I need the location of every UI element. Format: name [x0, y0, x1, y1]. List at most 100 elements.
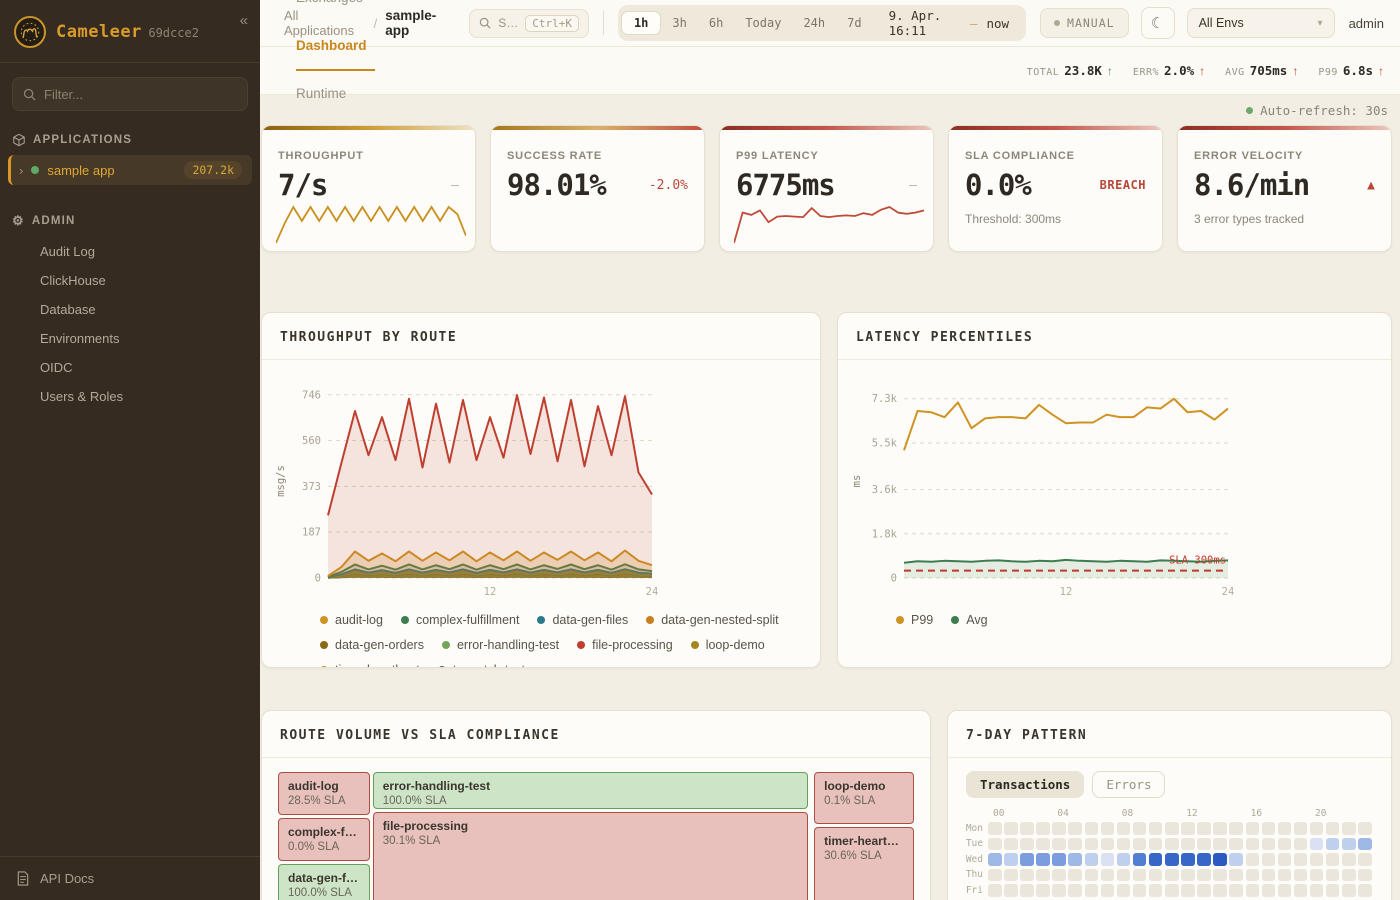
heatmap-cell [1277, 822, 1292, 835]
treemap-cell-data-gen-files[interactable]: data-gen-files 100.0% SLA [278, 864, 370, 900]
kpi-accent-strip [1178, 126, 1391, 130]
sidebar-item-clickhouse[interactable]: ClickHouse [40, 273, 106, 288]
range-button-today[interactable]: Today [734, 11, 792, 35]
kpi-value-line: 0.0% BREACH [965, 168, 1146, 202]
toggle-transactions[interactable]: Transactions [966, 771, 1085, 798]
kpi-delta: – [909, 177, 917, 193]
breadcrumb-all-applications[interactable]: All Applications [284, 8, 355, 38]
sidebar-item-oidc[interactable]: OIDC [40, 360, 73, 375]
range-button-7d[interactable]: 7d [836, 11, 872, 35]
heatmap-cell [1116, 853, 1131, 866]
legend-label: complex-fulfillment [415, 613, 520, 627]
tab-runtime[interactable]: Runtime [296, 86, 347, 101]
legend-label: loop-demo [705, 638, 765, 652]
heatmap-cell [1293, 822, 1308, 835]
treemap-cell-audit-log[interactable]: audit-log 28.5% SLA [278, 772, 370, 815]
heatmap-cell [1165, 884, 1179, 897]
legend-dot [690, 641, 699, 649]
heatmap-cell [1020, 884, 1034, 897]
treemap-cell-error-handling-test[interactable]: error-handling-test 100.0% SLA [372, 772, 808, 809]
legend-item-loop-demo[interactable]: loop-demo [690, 638, 765, 652]
legend-item-p99[interactable]: P99 [896, 613, 933, 627]
date-from: 9. Apr. 16:11 [888, 8, 942, 38]
main-area: All Applications / sample-app S… Ctrl+K … [260, 0, 1400, 900]
legend-label: try-catch-test [453, 663, 525, 667]
auto-refresh-indicator: Auto-refresh: 30s [261, 95, 1392, 125]
legend-item-data-gen-orders[interactable]: data-gen-orders [320, 638, 424, 652]
legend-item-timer-heartbeat[interactable]: timer-heartbeat [320, 663, 420, 667]
kpi-subtext: 3 error types tracked [1194, 212, 1305, 226]
trend-arrow-icon: ↑ [1292, 64, 1299, 78]
heatmap-cell [1358, 868, 1372, 881]
heatmap-cell [1132, 822, 1147, 835]
treemap-cell-name: data-gen-files [288, 871, 360, 885]
heatmap-cell [1132, 884, 1147, 897]
kpi-delta: -2.0% [648, 177, 688, 193]
toggle-errors[interactable]: Errors [1092, 771, 1166, 798]
range-button-3h[interactable]: 3h [661, 11, 697, 35]
heatmap-cell [1148, 853, 1163, 866]
sidebar-item-audit-log[interactable]: Audit Log [40, 244, 95, 259]
env-select-dropdown[interactable]: All Envs ▾ [1186, 8, 1335, 38]
tab-dashboard[interactable]: Dashboard [296, 23, 375, 71]
treemap-cell-sla: 0.0% SLA [288, 841, 340, 853]
sidebar-item-database[interactable]: Database [40, 302, 96, 317]
theme-toggle-button[interactable]: ☾ [1140, 7, 1175, 39]
legend-dot [320, 641, 328, 649]
sidebar-item-users-roles[interactable]: Users & Roles [40, 389, 124, 404]
range-button-1h[interactable]: 1h [620, 11, 662, 35]
sidebar-item-api-docs[interactable]: API Docs [0, 856, 260, 900]
tab-exchanges[interactable]: Exchanges [296, 0, 375, 23]
heatmap-cell [988, 884, 1002, 897]
sidebar-item-environments[interactable]: Environments [40, 331, 120, 346]
global-search-button[interactable]: S… Ctrl+K [469, 8, 590, 38]
heatmap-cell [1036, 837, 1050, 850]
app-name-label: sample app [47, 162, 115, 178]
legend-item-avg[interactable]: Avg [951, 613, 988, 627]
range-button-6h[interactable]: 6h [698, 11, 734, 35]
sidebar-filter-input[interactable]: Filter... [12, 77, 248, 111]
legend-item-complex-fulfillment[interactable]: complex-fulfillment [400, 613, 520, 627]
stat-value: 23.8K [1064, 63, 1102, 78]
heatmap-hour-label: 08 [1121, 808, 1134, 819]
sidebar-item-sample-app[interactable]: › sample app 207.2k [8, 155, 252, 185]
legend-item-error-handling-test[interactable]: error-handling-test [441, 638, 559, 652]
manual-mode-button[interactable]: MANUAL [1040, 8, 1129, 38]
legend-item-data-gen-nested-split[interactable]: data-gen-nested-split [646, 613, 779, 627]
treemap-cell-loop-demo[interactable]: loop-demo 0.1% SLA [814, 772, 914, 824]
chevron-right-icon[interactable]: › [19, 162, 24, 178]
heatmap-cell [1358, 822, 1372, 835]
svg-text:msg/s: msg/s [275, 465, 287, 497]
legend-item-data-gen-files[interactable]: data-gen-files [537, 613, 628, 627]
legend-item-try-catch-test[interactable]: try-catch-test [437, 663, 525, 667]
kpi-sparkline [276, 205, 466, 244]
heatmap-cell [1213, 837, 1227, 850]
date-range-display[interactable]: 9. Apr. 16:11 — now [873, 8, 1023, 38]
stat-label: AVG [1225, 67, 1245, 78]
treemap-cell-file-processing[interactable]: file-processing 30.1% SLA [372, 812, 808, 900]
legend-item-file-processing[interactable]: file-processing [577, 638, 673, 652]
heatmap-cell [1132, 868, 1147, 881]
user-label[interactable]: admin [1348, 15, 1384, 31]
heatmap-cell [1148, 884, 1163, 897]
heatmap-cell [1004, 868, 1018, 881]
sidebar-collapse-icon[interactable]: « [239, 12, 248, 29]
moon-icon: ☾ [1150, 15, 1165, 32]
treemap-cell-sla: 100.0% SLA [382, 795, 447, 807]
breadcrumb: All Applications / sample-app [284, 8, 455, 38]
legend-item-audit-log[interactable]: audit-log [320, 613, 383, 627]
svg-text:24: 24 [646, 586, 659, 598]
kpi-value-line: 8.6/min ▲ [1194, 168, 1375, 202]
heatmap-cell [988, 822, 1002, 835]
camel-logo-icon [14, 16, 46, 48]
heatmap-cell [1197, 868, 1211, 881]
range-button-24h[interactable]: 24h [792, 11, 836, 35]
latency-percentiles-card: LATENCY PERCENTILES 0 1.8k 3.6k 5.5k 7.3k 12 2… [837, 312, 1392, 668]
heatmap-cell [1342, 868, 1356, 881]
heatmap-cell [1132, 853, 1147, 866]
treemap-cell-timer-heartbeat[interactable]: timer-heartbeat 30.6% SLA [814, 827, 914, 900]
kpi-label: ERROR VELOCITY [1194, 150, 1303, 162]
kpi-card-throughput: THROUGHPUT 7/s – [261, 125, 476, 252]
kpi-delta: ▲ [1367, 177, 1375, 193]
treemap-cell-complex-fulfillment[interactable]: complex-fulfillment 0.0% SLA [278, 818, 370, 861]
